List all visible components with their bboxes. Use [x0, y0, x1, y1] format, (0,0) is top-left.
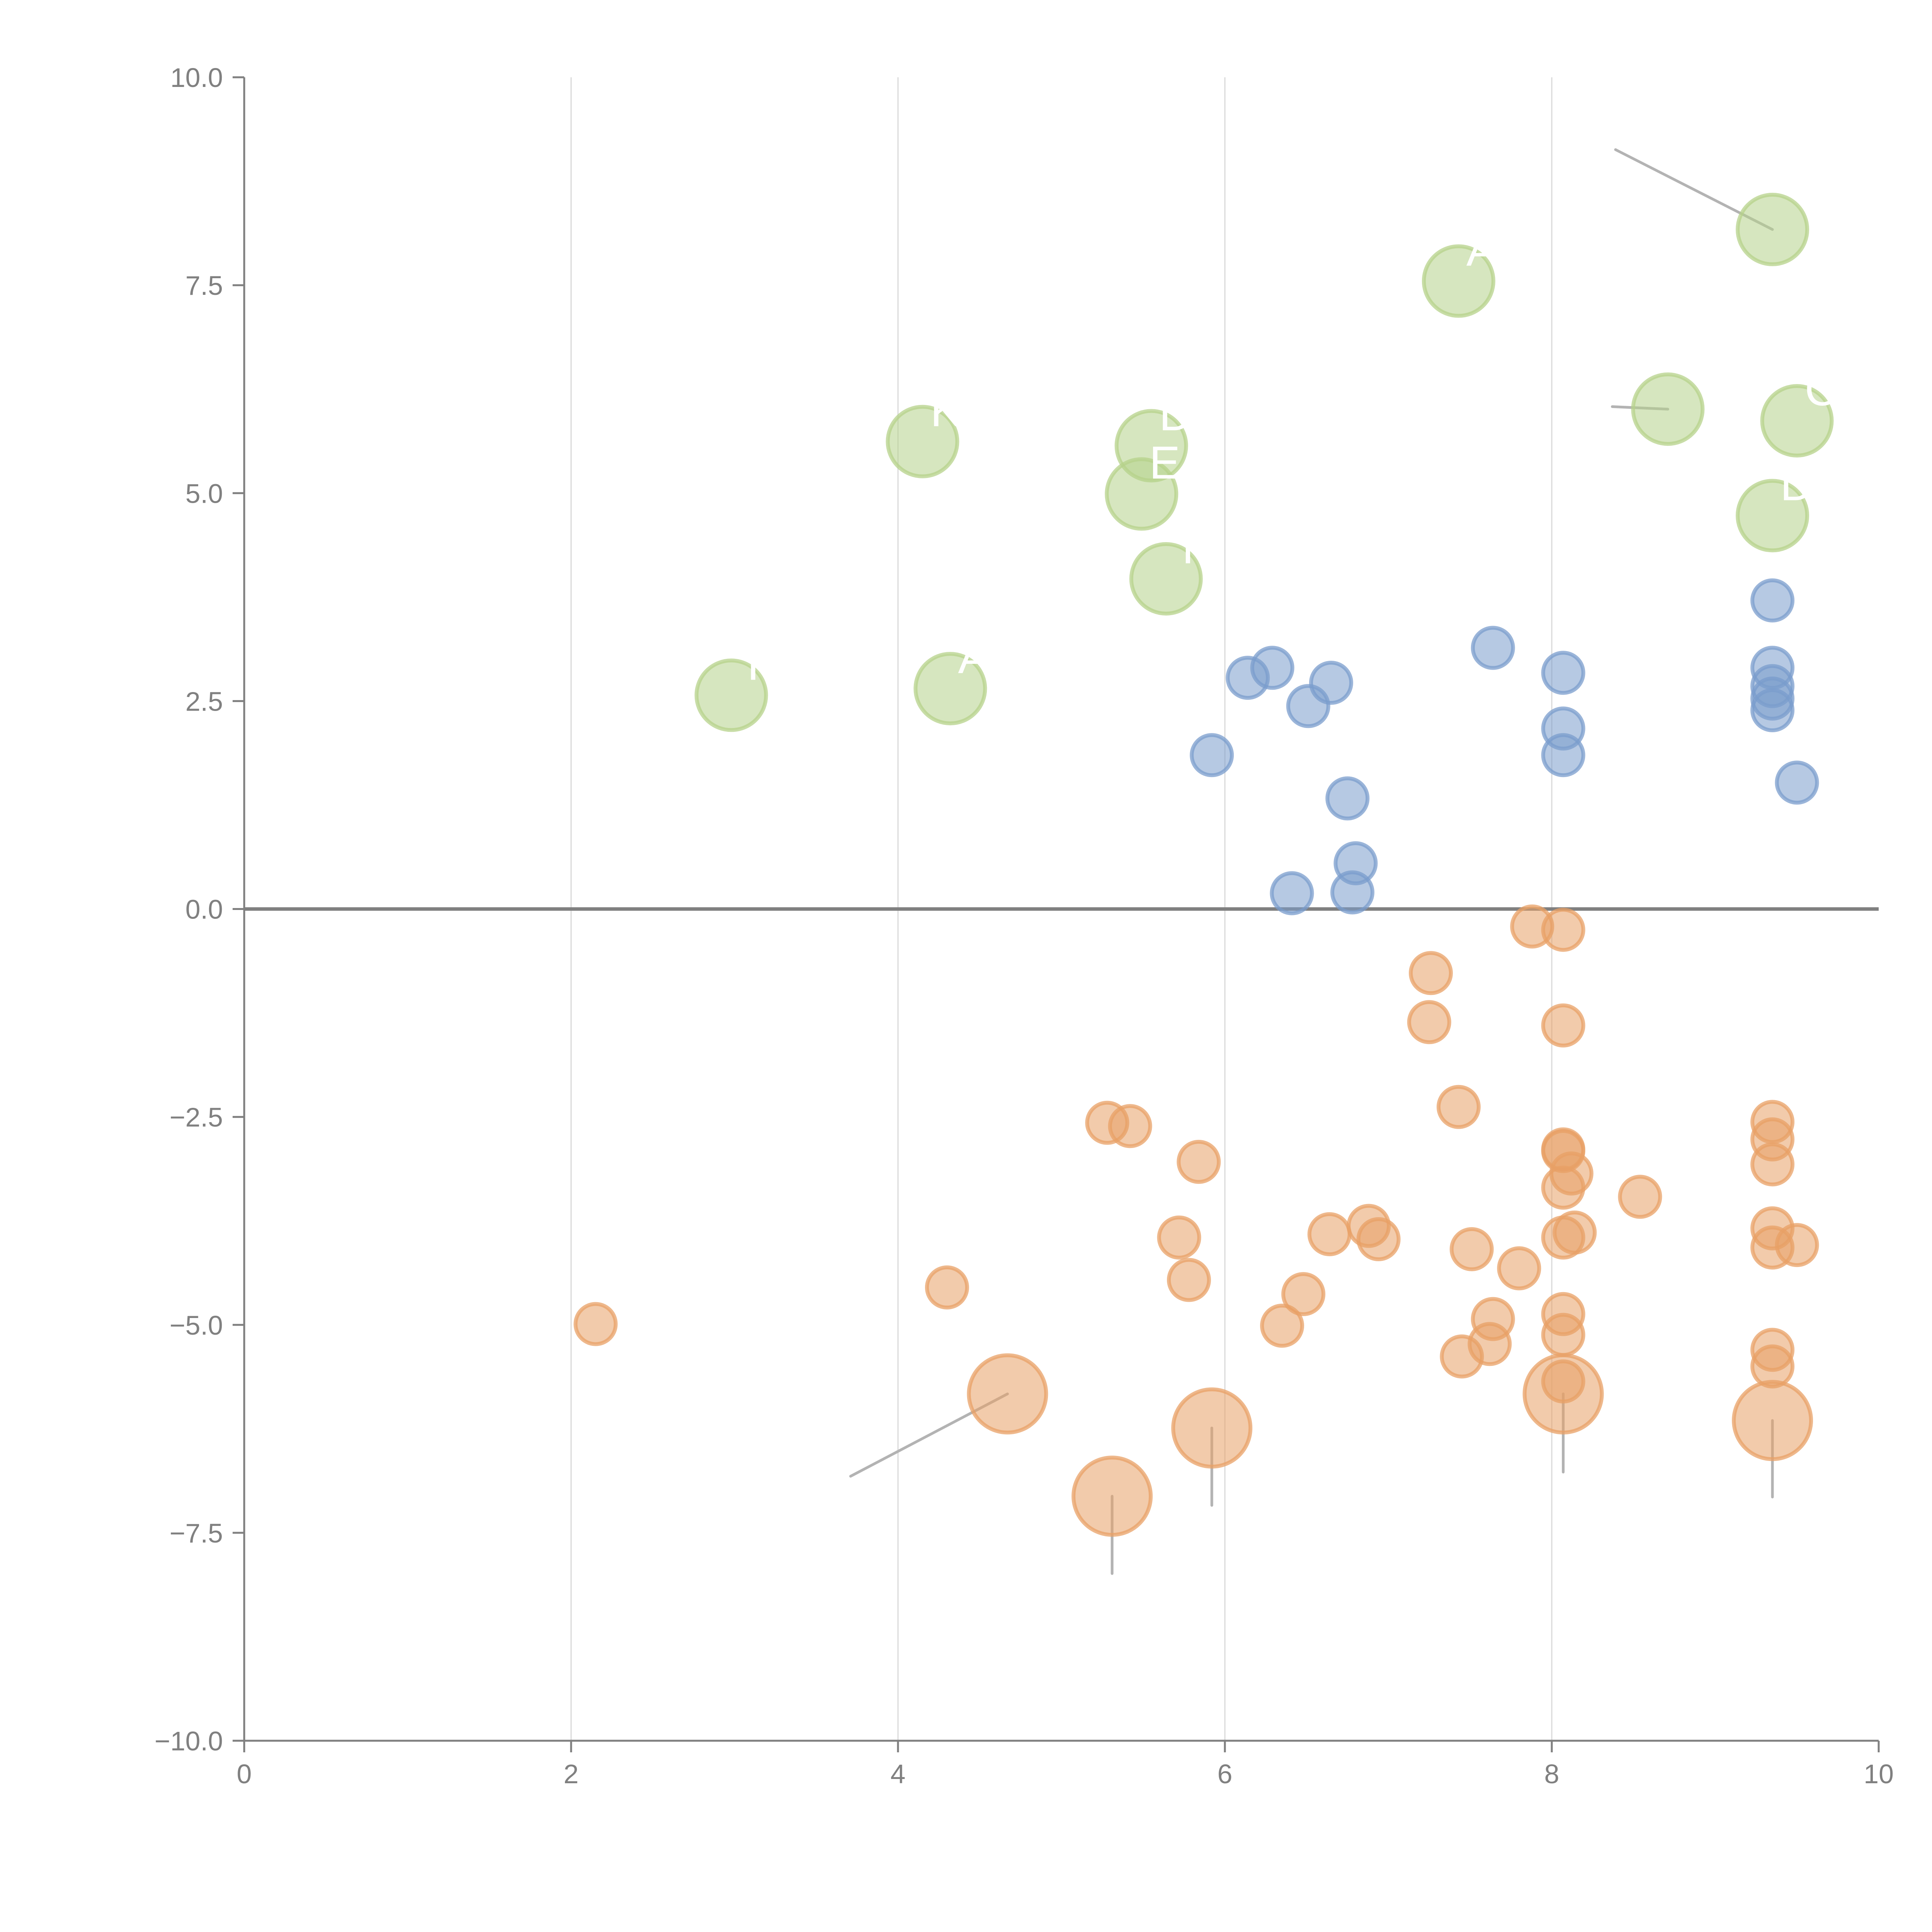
data-points [573, 192, 1834, 1537]
green-point [1736, 192, 1810, 266]
orange-point [1618, 1175, 1662, 1219]
orange-point [1407, 1000, 1451, 1044]
orange-point [1408, 951, 1453, 995]
blue-point [1750, 578, 1795, 622]
y-tick-label: 7.5 [185, 270, 223, 301]
orange-point [1449, 1227, 1494, 1271]
blue-point [1541, 733, 1585, 777]
x-tick-label: 8 [1544, 1759, 1560, 1789]
point-label: A [1466, 224, 1497, 276]
point-label: CA [1805, 364, 1869, 415]
green-point [1736, 479, 1810, 553]
x-tick-label: 2 [564, 1759, 579, 1789]
orange-large-point [1171, 1387, 1253, 1469]
y-tick-label: 10.0 [170, 63, 223, 93]
green-point [694, 658, 768, 732]
point-label: A [958, 631, 989, 683]
y-tick-label: −10.0 [155, 1726, 223, 1756]
orange-large-point [967, 1353, 1048, 1435]
blue-point [1270, 871, 1314, 915]
x-tick-label: 4 [891, 1759, 906, 1789]
point-label: D [1159, 389, 1193, 440]
green-point [1422, 244, 1495, 318]
orange-point [925, 1265, 969, 1310]
green-point [913, 652, 987, 726]
blue-point [1325, 776, 1370, 821]
blue-point [1775, 760, 1819, 805]
y-tick-label: −5.0 [170, 1310, 223, 1340]
y-tick-label: 0.0 [185, 895, 223, 925]
green-point [886, 405, 959, 478]
green-point [1760, 384, 1834, 457]
blue-point [1309, 661, 1353, 705]
orange-point [1281, 1272, 1326, 1316]
orange-point [1541, 908, 1585, 952]
orange-point [1541, 1003, 1585, 1048]
orange-point [1750, 1142, 1795, 1187]
y-tick-label: −7.5 [170, 1518, 223, 1548]
orange-large-point [1071, 1456, 1153, 1537]
orange-point [1307, 1212, 1352, 1257]
orange-point [1541, 1165, 1585, 1210]
blue-point [1190, 733, 1234, 777]
orange-point [1157, 1215, 1201, 1260]
orange-point [1260, 1303, 1304, 1348]
axes: 0 2 4 6 8 10 10.0 7.5 5.0 2.5 0.0 −2.5 −5.0 −7.5 −10.0 [155, 63, 1894, 1789]
point-label: T [739, 638, 767, 690]
y-tick-label: −2.5 [170, 1102, 223, 1133]
orange-point [573, 1302, 618, 1346]
blue-point [1541, 651, 1585, 695]
blue-point [1750, 688, 1795, 733]
orange-large-point [1522, 1353, 1604, 1435]
blue-point [1330, 870, 1374, 915]
x-tick-label: 10 [1864, 1759, 1894, 1789]
x-tick-label: 6 [1218, 1759, 1233, 1789]
point-label: T [1174, 522, 1202, 573]
orange-point [1108, 1104, 1152, 1148]
orange-point [1775, 1223, 1819, 1267]
x-tick-label: 0 [237, 1759, 252, 1789]
blue-point [1471, 626, 1515, 670]
green-point [1631, 372, 1705, 446]
blue-point [1250, 646, 1294, 690]
green-point [1105, 457, 1179, 531]
orange-point [1436, 1085, 1481, 1129]
point-label: D [1780, 458, 1814, 510]
green-point [1129, 542, 1203, 616]
y-tick-label: 5.0 [185, 478, 223, 509]
orange-point [1553, 1210, 1597, 1255]
orange-large-point [1732, 1380, 1813, 1461]
orange-point [1356, 1217, 1401, 1262]
orange-point [1177, 1139, 1221, 1184]
orange-point [1541, 1313, 1585, 1357]
point-label: K [930, 384, 961, 436]
orange-point [1167, 1258, 1211, 1302]
point-label: E [1149, 437, 1180, 488]
orange-point [1497, 1246, 1541, 1291]
orange-point [1471, 1297, 1515, 1341]
y-tick-label: 2.5 [185, 686, 223, 716]
